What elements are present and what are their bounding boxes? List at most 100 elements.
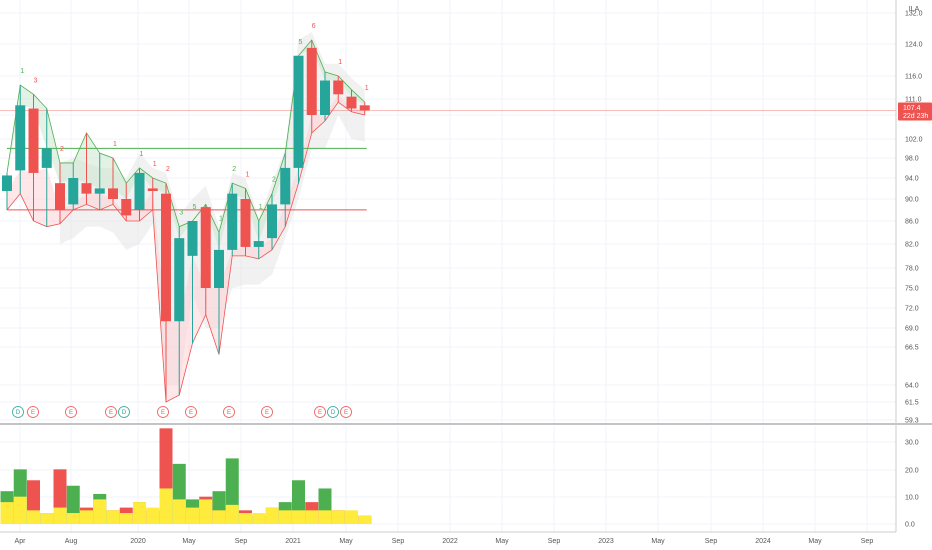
lower-ribbon <box>7 94 365 403</box>
time-tick-label: Aug <box>65 538 78 545</box>
count-label: 1 <box>365 85 369 92</box>
candle[interactable] <box>293 55 304 184</box>
earnings-marker[interactable]: E <box>65 406 77 418</box>
price-tick-label: 124.0 <box>905 42 923 49</box>
candle[interactable] <box>200 204 211 315</box>
volume-base-bar <box>159 488 173 524</box>
count-label: 5 <box>299 39 303 46</box>
candle-body <box>187 221 198 256</box>
price-tick-label: 132.0 <box>905 11 923 18</box>
time-tick-label: May <box>182 538 196 545</box>
candle-body <box>28 108 39 173</box>
price-tick-label: 59.3 <box>905 418 919 425</box>
candle[interactable] <box>108 158 118 205</box>
time-axis: Apr Aug 2020 May Sep 2021 May Sep 2022 May Sep 2023… <box>15 538 874 545</box>
volume-base-bar <box>13 496 27 524</box>
earnings-marker[interactable]: E <box>157 406 169 418</box>
event-circle <box>185 406 197 418</box>
candle[interactable] <box>147 178 158 210</box>
event-circle <box>223 406 235 418</box>
earnings-marker[interactable]: E <box>105 406 117 418</box>
high-line <box>6 39 366 234</box>
gray-envelope <box>60 32 365 385</box>
candle[interactable] <box>267 193 277 250</box>
earnings-marker[interactable]: E <box>314 406 326 418</box>
time-tick-label: May <box>339 538 353 545</box>
candle-body <box>280 167 291 205</box>
candle[interactable] <box>253 221 264 259</box>
time-tick-label: May <box>808 538 822 545</box>
candle-body <box>227 193 238 250</box>
candle[interactable] <box>359 102 370 115</box>
candle[interactable] <box>28 94 39 221</box>
candle[interactable] <box>134 167 145 221</box>
grid <box>0 0 896 532</box>
earnings-marker[interactable]: E <box>261 406 273 418</box>
volume-base-bar <box>345 510 358 524</box>
candle[interactable] <box>94 153 105 210</box>
volume-base-bar <box>53 507 67 524</box>
dividend-marker[interactable]: D <box>118 406 130 418</box>
earnings-marker[interactable]: E <box>340 406 352 418</box>
volume-tick-label: 30.0 <box>905 440 919 447</box>
count-label: 1 <box>338 59 342 66</box>
event-label: D <box>16 410 21 416</box>
event-label: E <box>318 410 322 416</box>
candle-body <box>293 55 304 168</box>
candle[interactable] <box>187 221 198 344</box>
candle-body <box>94 188 105 194</box>
time-tick-label: Sep <box>705 538 718 545</box>
candle[interactable] <box>174 226 185 396</box>
candle-body <box>320 80 330 115</box>
candle[interactable] <box>15 85 26 194</box>
candle[interactable] <box>68 162 79 210</box>
price-tick-label: 69.0 <box>905 326 919 333</box>
event-label: D <box>331 410 336 416</box>
candle[interactable] <box>306 40 317 133</box>
candle-body <box>147 188 158 192</box>
volume-base-bar <box>146 507 160 524</box>
event-label: E <box>189 410 193 416</box>
candle-body <box>346 96 357 109</box>
candle-body <box>333 80 344 95</box>
candle[interactable] <box>161 183 171 402</box>
candle-body <box>240 199 251 247</box>
dividend-marker[interactable]: D <box>327 406 339 418</box>
symbol-label: ILA <box>909 6 920 13</box>
count-label: 1 <box>153 161 157 168</box>
volume-tick-label: 0.0 <box>905 522 915 529</box>
candle[interactable] <box>320 71 330 121</box>
dividend-marker[interactable]: D <box>12 406 24 418</box>
candle[interactable] <box>41 108 52 227</box>
volume-base-bar <box>172 499 186 524</box>
event-label: D <box>122 410 127 416</box>
volume-base-bar <box>93 499 107 524</box>
price-tick-label: 90.0 <box>905 197 919 204</box>
earnings-marker[interactable]: E <box>185 406 197 418</box>
time-tick-label: Sep <box>235 538 248 545</box>
volume-base-bar <box>358 515 372 524</box>
event-circle <box>340 406 352 418</box>
candle-body <box>108 188 118 199</box>
candle[interactable] <box>81 132 92 205</box>
earnings-marker[interactable]: E <box>27 406 39 418</box>
candle[interactable] <box>121 183 132 221</box>
candle[interactable] <box>333 76 344 103</box>
volume-base-bar <box>106 510 120 524</box>
candle[interactable] <box>214 232 224 355</box>
candle[interactable] <box>346 89 357 112</box>
candle[interactable] <box>240 188 251 256</box>
candle[interactable] <box>2 172 12 210</box>
earnings-marker[interactable]: E <box>223 406 235 418</box>
candle[interactable] <box>55 162 65 224</box>
price-tag-value: 107.4 <box>903 105 921 112</box>
volume-axis: 30.0 20.0 10.0 0.0 <box>905 440 919 529</box>
price-tick-label: 98.0 <box>905 156 919 163</box>
event-circle <box>261 406 273 418</box>
candle-body <box>174 238 185 322</box>
candle[interactable] <box>280 153 291 227</box>
candle[interactable] <box>227 183 238 256</box>
time-tick-label: Apr <box>15 538 27 545</box>
